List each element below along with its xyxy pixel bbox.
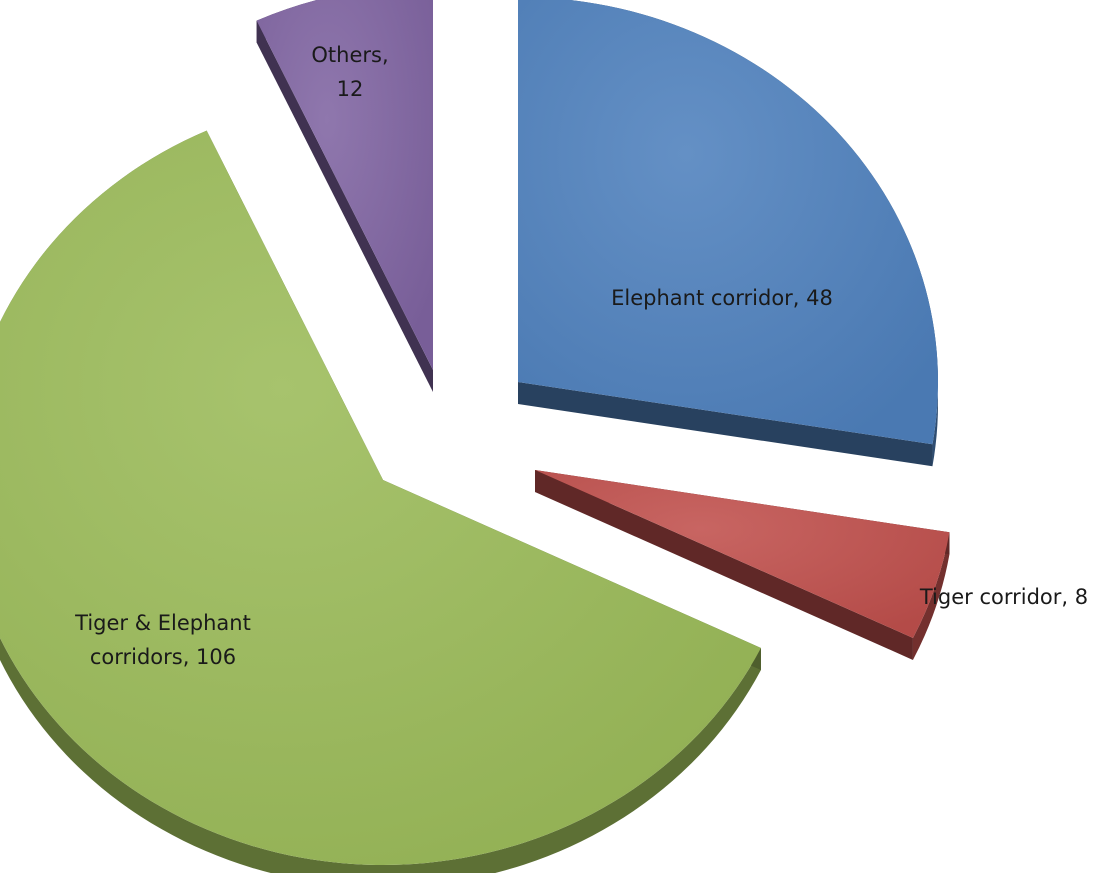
slice-wall-3-0: [256, 20, 433, 392]
pie-slice-tiger-corridor: [535, 470, 950, 638]
slice-wall-1-1: [535, 470, 913, 660]
pie-slice-tiger-elephant-corridors: [0, 130, 761, 865]
data-label-3: Others, 12: [311, 43, 388, 101]
data-label-2: Tiger & Elephant corridors, 106: [74, 611, 251, 669]
data-label-line: Tiger corridor, 8: [919, 585, 1088, 609]
data-label-line: 12: [337, 77, 364, 101]
data-label-line: Others,: [311, 43, 388, 67]
slice-wall-0-1: [518, 382, 933, 467]
pie-slice-others: [256, 0, 433, 370]
data-label-line: Elephant corridor, 48: [611, 286, 833, 310]
data-label-0: Elephant corridor, 48: [611, 286, 833, 310]
data-label-line: Tiger & Elephant: [74, 611, 251, 635]
pie-slice-elephant-corridor: [518, 0, 938, 445]
slice-side-1: [912, 532, 950, 660]
data-label-line: corridors, 106: [90, 645, 236, 669]
data-labels-layer: Elephant corridor, 48 Tiger corridor, 8 Ti…: [74, 43, 1088, 669]
data-label-1: Tiger corridor, 8: [919, 585, 1088, 609]
slice-tops-layer: [0, 0, 950, 865]
